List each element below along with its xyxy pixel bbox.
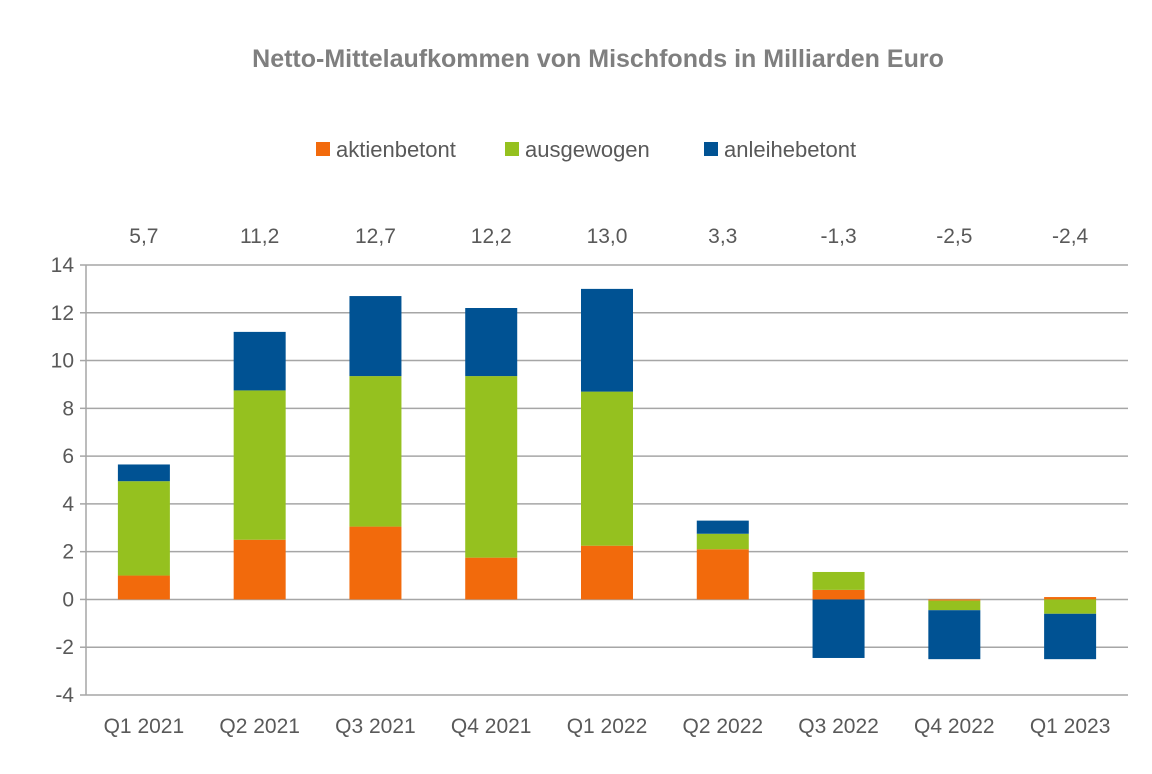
bar-aktienbetont <box>812 589 865 600</box>
bar-anleihebetont <box>581 288 633 392</box>
bar-ausgewogen <box>696 533 749 550</box>
total-label: 11,2 <box>240 225 279 248</box>
y-axis-ticks: 14 12 10 8 6 4 2 0 -2 -4 <box>51 254 86 707</box>
bar-ausgewogen <box>465 376 518 558</box>
bar-anleihebetont <box>349 296 402 377</box>
total-label: 13,0 <box>587 225 628 248</box>
y-tick-label: 8 <box>62 397 74 420</box>
total-label: 12,2 <box>471 225 512 248</box>
chart-title: Netto-Mittelaufkommen von Mischfonds in … <box>252 45 944 73</box>
legend-label-ausgewogen: ausgewogen <box>525 137 650 162</box>
bar-ausgewogen <box>581 391 633 546</box>
total-label: 3,3 <box>708 225 737 248</box>
bar-ausgewogen <box>928 600 981 611</box>
y-tick-label: 12 <box>51 302 74 325</box>
x-tick-label: Q4 2021 <box>451 715 532 738</box>
bar-anleihebetont <box>1044 613 1097 660</box>
bar-ausgewogen <box>233 390 286 540</box>
bar-aktienbetont <box>349 526 402 600</box>
bar-ausgewogen <box>1044 599 1097 614</box>
bars <box>117 288 1097 660</box>
x-tick-label: Q1 2021 <box>104 715 185 738</box>
legend-label-anleihebetont: anleihebetont <box>724 137 856 162</box>
y-tick-label: 0 <box>62 588 74 611</box>
x-axis-ticks: Q1 2021 Q2 2021 Q3 2021 Q4 2021 Q1 2022 Q2 20… <box>104 715 1111 738</box>
bar-anleihebetont <box>465 308 518 377</box>
y-tick-label: 10 <box>51 350 74 373</box>
bar-ausgewogen <box>812 571 865 590</box>
total-label: -2,4 <box>1052 225 1089 248</box>
bar-anleihebetont <box>233 331 286 391</box>
x-tick-label: Q1 2022 <box>567 715 648 738</box>
x-tick-label: Q2 2022 <box>682 715 763 738</box>
y-tick-label: 6 <box>62 445 74 468</box>
y-tick-label: 4 <box>62 493 74 516</box>
x-tick-label: Q3 2022 <box>798 715 879 738</box>
total-label: 12,7 <box>355 225 396 248</box>
total-label: 5,7 <box>129 225 158 248</box>
bar-aktienbetont <box>233 539 286 600</box>
bar-ausgewogen <box>349 376 402 527</box>
bar-aktienbetont <box>117 575 170 600</box>
y-tick-label: -2 <box>55 636 74 659</box>
y-tick-label: 14 <box>51 254 75 277</box>
total-label: -2,5 <box>936 225 972 248</box>
x-tick-label: Q3 2021 <box>335 715 416 738</box>
bar-anleihebetont <box>117 464 170 482</box>
legend-swatch-aktienbetont <box>316 142 330 156</box>
bar-aktienbetont <box>928 599 981 601</box>
bar-aktienbetont <box>1044 597 1097 600</box>
bar-aktienbetont <box>581 545 633 600</box>
bar-anleihebetont <box>812 599 865 658</box>
x-tick-label: Q4 2022 <box>914 715 995 738</box>
y-tick-label: -4 <box>55 684 74 707</box>
bar-aktienbetont <box>465 557 518 600</box>
x-tick-label: Q2 2021 <box>219 715 300 738</box>
bar-ausgewogen <box>117 481 170 576</box>
total-label: -1,3 <box>820 225 856 248</box>
legend-swatch-ausgewogen <box>505 142 519 156</box>
bar-anleihebetont <box>928 610 981 660</box>
y-tick-label: 2 <box>62 541 74 564</box>
legend-label-aktienbetont: aktienbetont <box>336 137 456 162</box>
bar-anleihebetont <box>696 520 749 534</box>
bar-aktienbetont <box>696 549 749 600</box>
x-tick-label: Q1 2023 <box>1030 715 1111 738</box>
total-labels: 5,7 11,2 12,7 12,2 13,0 3,3 -1,3 -2,5 -2,4 <box>129 225 1088 248</box>
legend-swatch-anleihebetont <box>704 142 718 156</box>
legend: aktienbetont ausgewogen anleihebetont <box>316 137 856 162</box>
